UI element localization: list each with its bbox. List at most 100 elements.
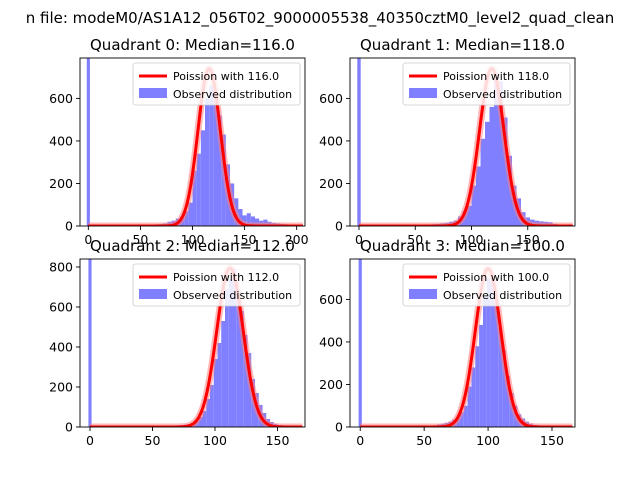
hist-bar bbox=[502, 350, 506, 427]
x-tick-label: 50 bbox=[416, 433, 432, 448]
legend-box bbox=[402, 263, 571, 307]
hist-bar bbox=[498, 327, 503, 427]
hist-bar bbox=[240, 311, 244, 427]
hist-bar bbox=[494, 72, 499, 226]
x-tick-label: 0 bbox=[84, 232, 92, 247]
legend: Poission with 112.0 Observed distribution bbox=[132, 263, 301, 307]
plot-area bbox=[85, 58, 305, 226]
legend: Poission with 100.0 Observed distribution bbox=[402, 263, 571, 307]
subplot-3: 0 50 100 150 0 200 400 600 Quadrant 3: Median=10… bbox=[319, 237, 576, 448]
hist-bar bbox=[505, 375, 510, 427]
hist-bar bbox=[486, 278, 491, 427]
subplot-2: 0 50 100 150 0 200 400 600 800 Quadrant 2: Median… bbox=[49, 237, 306, 448]
hist-bar bbox=[221, 321, 225, 427]
y-tick-label: 200 bbox=[319, 176, 343, 191]
hist-bar bbox=[217, 115, 222, 226]
y-tick-label: 600 bbox=[319, 91, 343, 106]
legend-hist-swatch bbox=[139, 289, 167, 299]
hist-bar bbox=[200, 130, 205, 226]
x-tick-label: 100 bbox=[203, 433, 227, 448]
hist-bar bbox=[243, 335, 248, 427]
hist-bar bbox=[485, 121, 490, 226]
y-tick-label: 0 bbox=[335, 219, 343, 234]
hist-bar bbox=[467, 386, 472, 427]
hist-bar bbox=[482, 295, 487, 427]
x-tick-label: 150 bbox=[266, 433, 290, 448]
legend-line-label: Poission with 116.0 bbox=[173, 70, 279, 83]
x-tick-label: 50 bbox=[132, 232, 148, 247]
legend-hist-swatch bbox=[409, 289, 437, 299]
poisson-curve bbox=[87, 67, 304, 226]
subplot-title: Quadrant 2: Median=112.0 bbox=[90, 237, 295, 255]
plot-area bbox=[87, 259, 305, 427]
hist-bar bbox=[213, 89, 218, 226]
x-tick-label: 200 bbox=[285, 232, 309, 247]
hist-bar bbox=[198, 417, 203, 427]
legend-box bbox=[132, 263, 301, 307]
y-tick-label: 800 bbox=[49, 260, 73, 275]
hist-bar bbox=[503, 117, 508, 226]
x-tick-label: 150 bbox=[516, 232, 540, 247]
x-tick-label: 0 bbox=[355, 232, 363, 247]
subplot-title: Quadrant 0: Median=116.0 bbox=[90, 36, 295, 54]
panels-container: 0 50 100 150 200 0 200 400 600 Quadrant 0: Median… bbox=[49, 36, 576, 448]
y-tick-label: 400 bbox=[49, 340, 73, 355]
y-tick-label: 400 bbox=[49, 133, 73, 148]
hist-bar bbox=[459, 412, 464, 427]
figure-suptitle: n file: modeM0/AS1A12_056T02_9000005538_… bbox=[26, 9, 615, 28]
legend-hist-swatch bbox=[409, 88, 437, 98]
hist-bar bbox=[205, 98, 210, 226]
subplot-title: Quadrant 1: Median=118.0 bbox=[360, 36, 565, 54]
legend-hist-swatch bbox=[139, 88, 167, 98]
hist-bar bbox=[225, 289, 229, 427]
legend-line-label: Poission with 118.0 bbox=[443, 70, 549, 83]
hist-bar bbox=[246, 213, 251, 226]
y-tick-label: 400 bbox=[319, 334, 343, 349]
subplot-1: 0 50 100 150 0 200 400 600 Quadrant 1: Median=11… bbox=[319, 36, 576, 247]
hist-bar bbox=[202, 411, 207, 427]
hist-bar-spike bbox=[357, 58, 361, 226]
hist-bar bbox=[209, 85, 214, 226]
legend-hist-label: Observed distribution bbox=[443, 88, 562, 101]
legend-hist-label: Observed distribution bbox=[173, 88, 292, 101]
x-tick-label: 50 bbox=[407, 232, 423, 247]
hist-bar bbox=[463, 405, 468, 427]
hist-bar bbox=[206, 399, 210, 427]
y-tick-label: 600 bbox=[49, 300, 73, 315]
hist-bar bbox=[213, 359, 218, 427]
hist-bar bbox=[188, 202, 193, 226]
x-tick-label: 150 bbox=[233, 232, 257, 247]
hist-bar bbox=[467, 205, 472, 226]
hist-bar bbox=[228, 279, 233, 427]
subplot-title: Quadrant 3: Median=100.0 bbox=[360, 237, 565, 255]
legend: Poission with 118.0 Observed distribution bbox=[402, 62, 571, 106]
legend-hist-label: Observed distribution bbox=[173, 289, 292, 302]
y-tick-label: 200 bbox=[319, 377, 343, 392]
axes-frame bbox=[349, 258, 576, 428]
legend-hist-label: Observed distribution bbox=[443, 289, 562, 302]
hist-bar bbox=[238, 208, 243, 226]
x-tick-label: 0 bbox=[86, 433, 94, 448]
hist-bar-spike bbox=[86, 58, 90, 226]
hist-bar bbox=[210, 385, 214, 427]
legend: Poission with 116.0 Observed distribution bbox=[132, 62, 301, 106]
hist-bar bbox=[476, 166, 481, 226]
hist-bar bbox=[250, 216, 255, 226]
x-tick-label: 100 bbox=[460, 232, 484, 247]
hist-bar bbox=[196, 153, 201, 226]
hist-bar bbox=[494, 299, 499, 427]
hist-bar bbox=[192, 170, 197, 226]
hist-bar-spike bbox=[88, 259, 92, 427]
hist-bar bbox=[498, 81, 503, 226]
y-tick-label: 600 bbox=[49, 91, 73, 106]
hist-bar bbox=[242, 215, 247, 226]
y-tick-label: 600 bbox=[319, 292, 343, 307]
y-tick-label: 200 bbox=[49, 176, 73, 191]
hist-bar bbox=[236, 291, 240, 427]
hist-bar bbox=[232, 269, 237, 427]
hist-bar bbox=[475, 346, 480, 427]
hist-bar bbox=[255, 218, 260, 226]
hist-bar bbox=[471, 367, 476, 427]
x-tick-label: 0 bbox=[356, 433, 364, 448]
